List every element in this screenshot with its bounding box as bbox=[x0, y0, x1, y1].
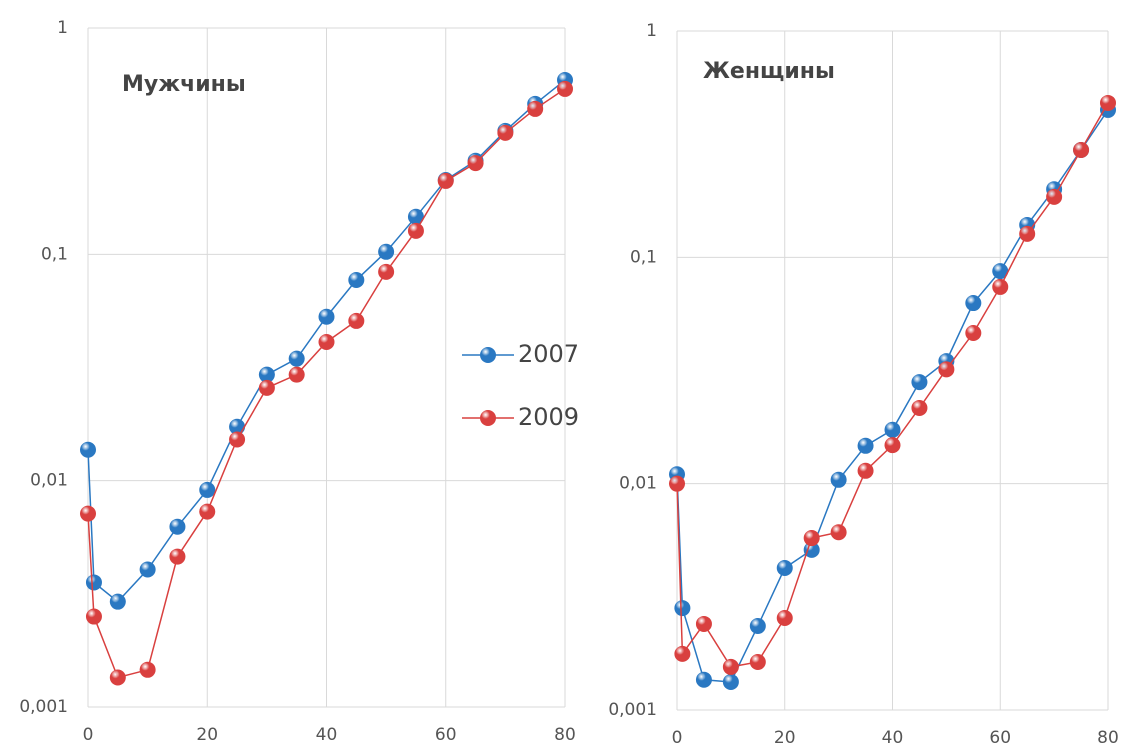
x-tick-label: 0 bbox=[83, 725, 94, 745]
data-point bbox=[1046, 188, 1063, 205]
data-point bbox=[911, 399, 928, 416]
data-point bbox=[109, 669, 126, 686]
data-point bbox=[348, 312, 365, 329]
data-point bbox=[992, 278, 1009, 295]
data-point bbox=[674, 600, 691, 617]
x-tick-label: 40 bbox=[882, 728, 904, 747]
x-tick-label: 0 bbox=[672, 728, 683, 747]
y-tick-label: 0,001 bbox=[608, 700, 657, 720]
data-point bbox=[722, 673, 739, 690]
data-point bbox=[749, 653, 766, 670]
data-point bbox=[557, 80, 573, 97]
x-tick-label: 80 bbox=[1097, 728, 1119, 747]
data-point bbox=[695, 671, 712, 688]
x-tick-label: 40 bbox=[316, 725, 338, 745]
data-point bbox=[437, 172, 454, 189]
data-point bbox=[857, 437, 874, 454]
chart-title: Мужчины bbox=[122, 72, 246, 97]
data-point bbox=[1073, 142, 1090, 159]
legend-label: 2007 bbox=[518, 340, 579, 368]
data-point bbox=[318, 333, 335, 350]
y-tick-label: 1 bbox=[57, 18, 68, 38]
data-point bbox=[911, 374, 928, 391]
data-point bbox=[674, 645, 691, 662]
data-point bbox=[830, 471, 847, 488]
data-point bbox=[669, 475, 685, 492]
data-point bbox=[109, 593, 126, 610]
y-tick-label: 0,01 bbox=[619, 474, 657, 494]
data-point bbox=[527, 100, 544, 117]
data-point bbox=[830, 524, 847, 541]
data-point bbox=[318, 308, 335, 325]
data-point bbox=[1100, 94, 1116, 111]
data-point bbox=[139, 661, 156, 678]
data-point bbox=[965, 295, 982, 312]
y-tick-label: 1 bbox=[646, 21, 657, 41]
data-point bbox=[80, 441, 96, 458]
data-point bbox=[776, 609, 793, 626]
data-point bbox=[407, 222, 424, 239]
data-point bbox=[199, 481, 216, 498]
x-tick-label: 60 bbox=[435, 725, 457, 745]
legend-label: 2009 bbox=[518, 403, 579, 431]
x-tick-label: 60 bbox=[989, 728, 1011, 747]
data-point bbox=[199, 503, 216, 520]
data-point bbox=[139, 561, 156, 578]
data-point bbox=[992, 263, 1009, 280]
data-point bbox=[695, 615, 712, 632]
y-tick-label: 0,01 bbox=[30, 471, 68, 491]
data-point bbox=[407, 208, 424, 225]
data-point bbox=[229, 431, 246, 448]
data-point bbox=[857, 462, 874, 479]
data-point bbox=[884, 437, 901, 454]
x-tick-label: 20 bbox=[196, 725, 218, 745]
data-point bbox=[749, 618, 766, 635]
data-point bbox=[258, 366, 275, 383]
data-point bbox=[348, 272, 365, 289]
data-point bbox=[85, 574, 102, 591]
data-point bbox=[938, 361, 955, 378]
legend-marker bbox=[480, 347, 496, 363]
data-point bbox=[776, 560, 793, 577]
data-point bbox=[378, 243, 395, 260]
data-point bbox=[965, 325, 982, 342]
data-point bbox=[884, 421, 901, 438]
data-point bbox=[378, 263, 395, 280]
legend-item: 2009 bbox=[462, 403, 579, 431]
legend-item: 2007 bbox=[462, 340, 579, 368]
y-tick-label: 0,1 bbox=[630, 247, 657, 267]
data-point bbox=[229, 418, 246, 435]
data-point bbox=[169, 548, 186, 565]
data-point bbox=[467, 155, 484, 172]
data-point bbox=[803, 530, 820, 547]
legend-marker bbox=[480, 410, 496, 426]
data-point bbox=[803, 541, 820, 558]
y-tick-label: 0,001 bbox=[19, 697, 68, 717]
chart-title: Женщины bbox=[703, 59, 835, 84]
x-tick-label: 20 bbox=[774, 728, 796, 747]
data-point bbox=[1019, 225, 1036, 242]
data-point bbox=[497, 124, 514, 141]
data-point bbox=[258, 379, 275, 396]
data-point bbox=[169, 518, 186, 535]
data-point bbox=[80, 505, 96, 522]
data-point bbox=[288, 366, 305, 383]
x-tick-label: 80 bbox=[554, 725, 576, 745]
data-point bbox=[85, 608, 102, 625]
data-point bbox=[288, 350, 305, 367]
y-tick-label: 0,1 bbox=[41, 244, 68, 264]
data-point bbox=[722, 658, 739, 675]
